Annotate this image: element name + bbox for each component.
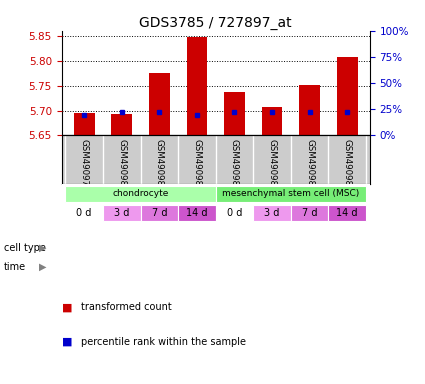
Bar xyxy=(224,91,245,136)
Text: 0 d: 0 d xyxy=(76,208,92,218)
Bar xyxy=(337,57,357,136)
Bar xyxy=(262,107,282,136)
Text: 14 d: 14 d xyxy=(337,208,358,218)
Text: ▶: ▶ xyxy=(39,262,46,272)
Text: chondrocyte: chondrocyte xyxy=(112,189,169,199)
Bar xyxy=(65,205,103,221)
Text: GSM490983: GSM490983 xyxy=(230,139,239,192)
Bar xyxy=(141,205,178,221)
Text: GSM490985: GSM490985 xyxy=(305,139,314,192)
Text: GSM490986: GSM490986 xyxy=(343,139,352,192)
Bar xyxy=(329,205,366,221)
Text: GSM490981: GSM490981 xyxy=(155,139,164,192)
Text: ■: ■ xyxy=(62,337,72,347)
Bar xyxy=(215,186,366,202)
Bar xyxy=(299,84,320,136)
Text: 7 d: 7 d xyxy=(302,208,317,218)
Text: transformed count: transformed count xyxy=(81,302,172,312)
Text: 3 d: 3 d xyxy=(264,208,280,218)
Text: ■: ■ xyxy=(62,302,72,312)
Bar xyxy=(111,114,132,136)
Text: GSM490984: GSM490984 xyxy=(268,139,277,192)
Text: 0 d: 0 d xyxy=(227,208,242,218)
Text: GSM490982: GSM490982 xyxy=(193,139,201,192)
Text: mesenchymal stem cell (MSC): mesenchymal stem cell (MSC) xyxy=(222,189,360,199)
Bar xyxy=(215,205,253,221)
Bar xyxy=(149,73,170,136)
Text: cell type: cell type xyxy=(4,243,46,253)
Bar xyxy=(291,205,329,221)
Bar xyxy=(103,205,141,221)
Text: GSM490979: GSM490979 xyxy=(79,139,89,192)
Text: time: time xyxy=(4,262,26,272)
Bar xyxy=(187,37,207,136)
Text: percentile rank within the sample: percentile rank within the sample xyxy=(81,337,246,347)
Bar xyxy=(65,186,215,202)
Text: ▶: ▶ xyxy=(39,243,46,253)
Text: 7 d: 7 d xyxy=(152,208,167,218)
Bar xyxy=(74,113,94,136)
Text: GSM490980: GSM490980 xyxy=(117,139,126,192)
Text: 3 d: 3 d xyxy=(114,208,130,218)
Bar xyxy=(253,205,291,221)
Title: GDS3785 / 727897_at: GDS3785 / 727897_at xyxy=(139,16,292,30)
Bar xyxy=(178,205,215,221)
Text: 14 d: 14 d xyxy=(186,208,208,218)
